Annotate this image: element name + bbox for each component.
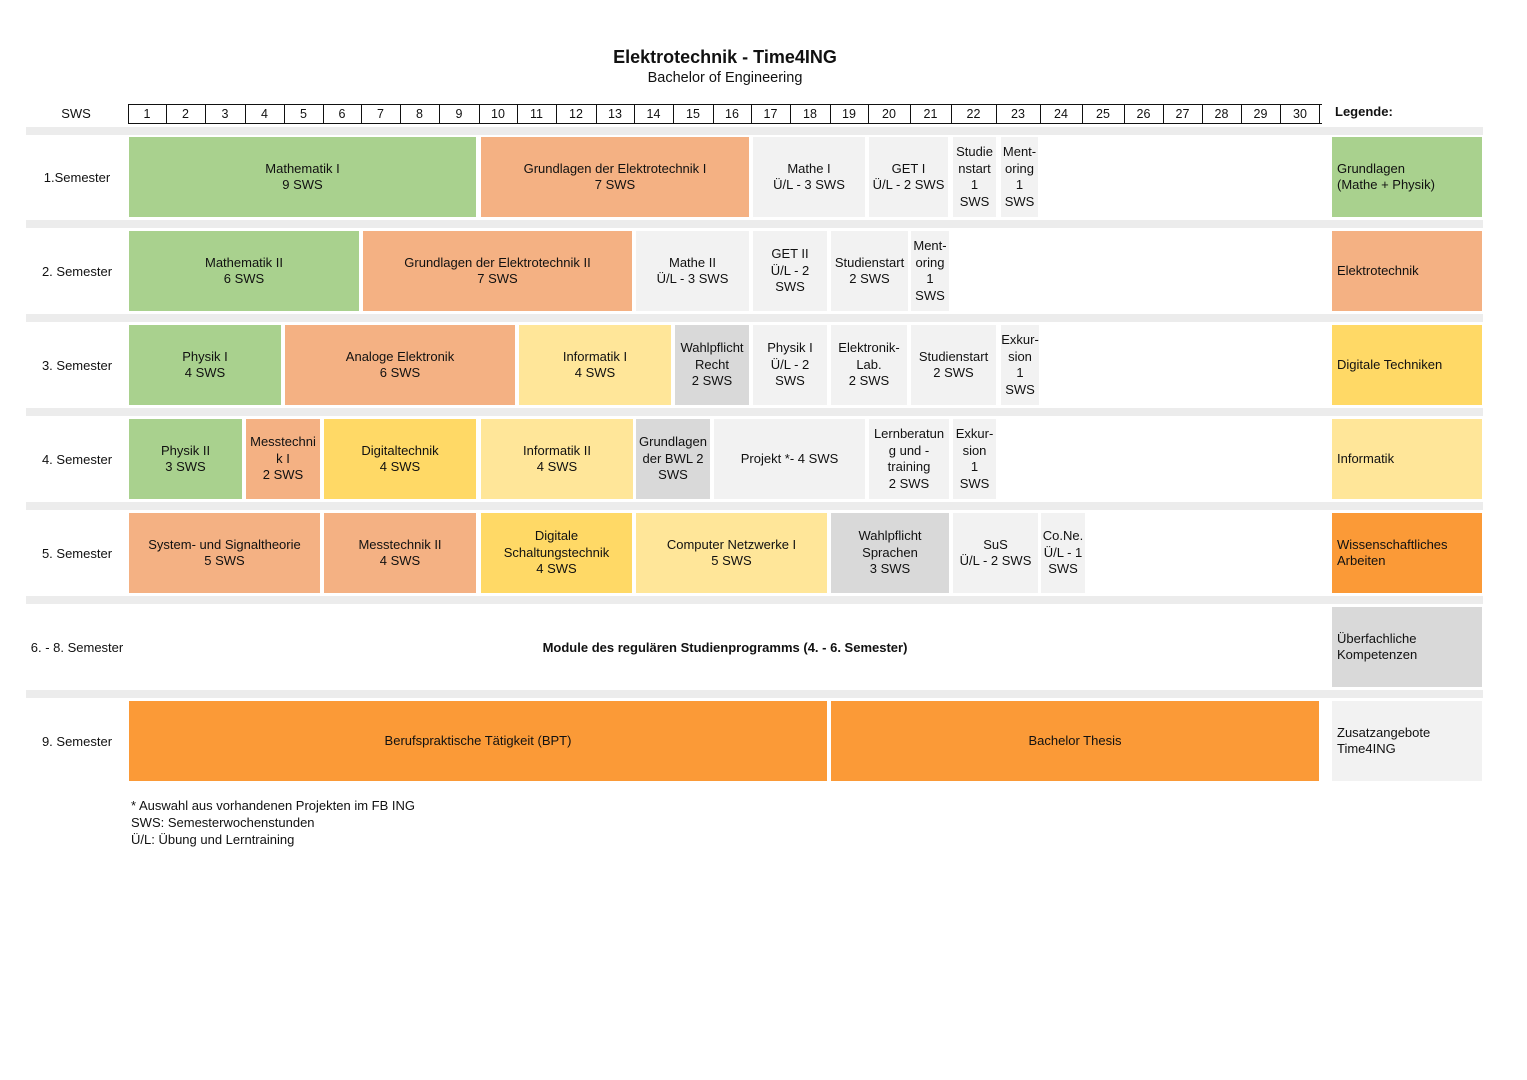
module-cell: Projekt *- 4 SWS — [714, 419, 865, 499]
sws-tick: 8 — [400, 105, 439, 123]
sws-tick: 11 — [517, 105, 556, 123]
sws-tick: 29 — [1241, 105, 1280, 123]
sws-tick: 7 — [361, 105, 400, 123]
module-cell: Mathematik I 9 SWS — [129, 137, 476, 217]
sws-axis-label: SWS — [61, 106, 91, 121]
sws-tick: 10 — [479, 105, 517, 123]
sws-tick: 12 — [556, 105, 596, 123]
module-cell: Physik I 4 SWS — [129, 325, 281, 405]
module-cell: Messtechnik II 4 SWS — [324, 513, 476, 593]
semester-label: 2. Semester — [41, 263, 113, 279]
footnote-projekt: * Auswahl aus vorhandenen Projekten im F… — [131, 798, 415, 813]
module-cell: Informatik I 4 SWS — [519, 325, 671, 405]
module-cell: Studienstart 2 SWS — [831, 231, 908, 311]
legend-item: Wissenschaftliches Arbeiten — [1332, 513, 1482, 593]
row-separator — [26, 127, 1483, 135]
page-title: Elektrotechnik - Time4ING — [613, 47, 837, 67]
semester-label: 1.Semester — [43, 169, 111, 185]
module-cell: Messtechni k I 2 SWS — [246, 419, 320, 499]
row-separator — [26, 220, 1483, 228]
module-cell: Digitaltechnik 4 SWS — [324, 419, 476, 499]
sws-ruler: 1 2 3 4 5 6 7 8 9 10 11 12 13 14 15 16 17 18 19 20 21 22 23 24 2… — [128, 104, 1322, 124]
module-cell: Berufspraktische Tätigkeit (BPT) — [129, 701, 827, 781]
sws-tick: 30 — [1280, 105, 1320, 123]
row-separator — [26, 314, 1483, 322]
sws-tick: 18 — [790, 105, 830, 123]
sws-tick: 23 — [996, 105, 1040, 123]
module-cell: Co.Ne. Ü/L - 1 SWS — [1041, 513, 1085, 593]
row-separator — [26, 596, 1483, 604]
module-cell: Lernberatun g und - training 2 SWS — [869, 419, 949, 499]
sws-tick: 22 — [951, 105, 996, 123]
module-cell: GET II Ü/L - 2 SWS — [753, 231, 827, 311]
module-cell: Wahlpflicht Sprachen 3 SWS — [831, 513, 949, 593]
sws-tick: 14 — [634, 105, 673, 123]
module-cell: Mathe I Ü/L - 3 SWS — [753, 137, 865, 217]
module-cell: Computer Netzwerke I 5 SWS — [636, 513, 827, 593]
semester-label: 3. Semester — [41, 357, 113, 373]
module-cell: Exkur- sion 1 SWS — [953, 419, 996, 499]
legend-item: Digitale Techniken — [1332, 325, 1482, 405]
sws-tick: 25 — [1082, 105, 1124, 123]
sws-tick: 5 — [284, 105, 323, 123]
module-cell: Studie nstart 1 SWS — [953, 137, 996, 217]
module-cell: Bachelor Thesis — [831, 701, 1319, 781]
module-cell: GET I Ü/L - 2 SWS — [869, 137, 948, 217]
footnote-sws: SWS: Semesterwochenstunden — [131, 815, 315, 830]
module-cell: Informatik II 4 SWS — [481, 419, 633, 499]
row-separator — [26, 690, 1483, 698]
legend-heading: Legende: — [1335, 104, 1393, 119]
legend-item: Grundlagen (Mathe + Physik) — [1332, 137, 1482, 217]
sws-tick: 24 — [1040, 105, 1082, 123]
module-cell: Digitale Schaltungstechnik 4 SWS — [481, 513, 632, 593]
module-cell: Analoge Elektronik 6 SWS — [285, 325, 515, 405]
legend-item: Informatik — [1332, 419, 1482, 499]
sws-tick: 3 — [205, 105, 245, 123]
module-cell: Ment- oring 1 SWS — [911, 231, 949, 311]
sws-tick: 27 — [1163, 105, 1202, 123]
module-cell: System- und Signaltheorie 5 SWS — [129, 513, 320, 593]
regular-program-note: Module des regulären Studienprogramms (4… — [542, 640, 908, 655]
sws-tick: 9 — [439, 105, 479, 123]
module-cell: Elektronik- Lab. 2 SWS — [831, 325, 907, 405]
sws-tick: 13 — [596, 105, 634, 123]
module-cell: Ment- oring 1 SWS — [1001, 137, 1038, 217]
legend-item: Überfachliche Kompetenzen — [1332, 607, 1482, 687]
sws-tick: 1 — [128, 105, 166, 123]
legend-item: Elektrotechnik — [1332, 231, 1482, 311]
semester-label: 4. Semester — [41, 451, 113, 467]
module-cell: Exkur- sion 1 SWS — [1001, 325, 1039, 405]
sws-tick: 16 — [713, 105, 751, 123]
sws-tick: 20 — [868, 105, 910, 123]
semester-label: 9. Semester — [41, 733, 113, 749]
module-cell: Grundlagen der Elektrotechnik II 7 SWS — [363, 231, 632, 311]
module-cell: Grundlagen der Elektrotechnik I 7 SWS — [481, 137, 749, 217]
legend-item: Zusatzangebote Time4ING — [1332, 701, 1482, 781]
module-cell: Mathematik II 6 SWS — [129, 231, 359, 311]
module-cell: Physik I Ü/L - 2 SWS — [753, 325, 827, 405]
module-cell: Mathe II Ü/L - 3 SWS — [636, 231, 749, 311]
row-separator — [26, 408, 1483, 416]
module-cell: SuS Ü/L - 2 SWS — [953, 513, 1038, 593]
sws-tick: 21 — [910, 105, 951, 123]
footnote-ul: Ü/L: Übung und Lerntraining — [131, 832, 295, 847]
sws-tick: 17 — [751, 105, 790, 123]
sws-tick: 26 — [1124, 105, 1163, 123]
sws-tick: 2 — [166, 105, 205, 123]
module-cell: Grundlagen der BWL 2 SWS — [636, 419, 710, 499]
module-cell: Wahlpflicht Recht 2 SWS — [675, 325, 749, 405]
sws-tick: 28 — [1202, 105, 1241, 123]
sws-tick: 6 — [323, 105, 361, 123]
module-cell: Physik II 3 SWS — [129, 419, 242, 499]
semester-label: 6. - 8. Semester — [30, 639, 124, 655]
sws-tick: 4 — [245, 105, 284, 123]
semester-label: 5. Semester — [41, 545, 113, 561]
sws-tick: 15 — [673, 105, 713, 123]
page-subtitle: Bachelor of Engineering — [647, 70, 803, 86]
sws-tick: 19 — [830, 105, 868, 123]
module-cell: Studienstart 2 SWS — [911, 325, 996, 405]
row-separator — [26, 502, 1483, 510]
